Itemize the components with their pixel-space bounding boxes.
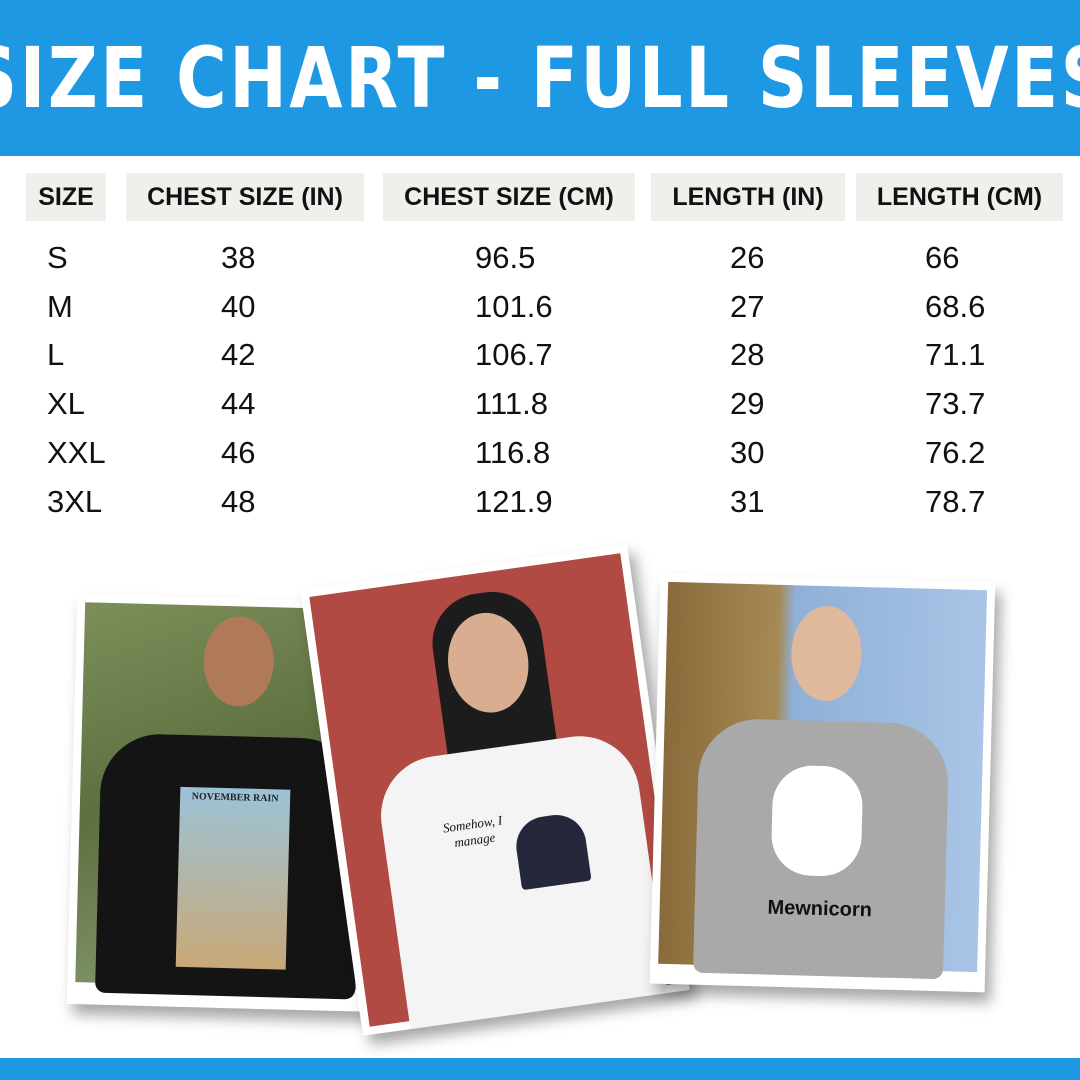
- cell-size: S: [47, 240, 68, 275]
- cell-size: XL: [47, 386, 85, 421]
- cell-chest-in: 38: [221, 240, 256, 275]
- cell-chest-in: 44: [221, 386, 256, 421]
- cell-chest-cm: 116.8: [475, 435, 551, 470]
- cell-size: 3XL: [47, 484, 103, 519]
- cell-length-in: 26: [730, 240, 765, 275]
- cell-chest-in: 40: [221, 289, 256, 324]
- cell-chest-cm: 101.6: [475, 289, 553, 324]
- cell-length-in: 27: [730, 289, 765, 324]
- header-chest-in: CHEST SIZE (IN): [126, 173, 364, 221]
- cell-chest-in: 42: [221, 337, 256, 372]
- cell-length-cm: 66: [925, 240, 960, 275]
- cell-length-in: 30: [730, 435, 765, 470]
- header-size: SIZE: [26, 173, 106, 221]
- photo-mewnicorn: Mewnicorn: [649, 573, 996, 993]
- cell-length-cm: 73.7: [925, 386, 986, 421]
- cell-length-cm: 68.6: [925, 289, 986, 324]
- header-length-in: LENGTH (IN): [651, 173, 845, 221]
- cell-length-cm: 76.2: [925, 435, 986, 470]
- cell-chest-cm: 96.5: [475, 240, 536, 275]
- footer-bar: [0, 1058, 1080, 1080]
- cell-chest-cm: 111.8: [475, 386, 548, 421]
- cell-length-in: 31: [730, 484, 765, 519]
- cell-size: XXL: [47, 435, 106, 470]
- cell-chest-cm: 106.7: [475, 337, 553, 372]
- cell-length-cm: 78.7: [925, 484, 986, 519]
- cell-length-cm: 71.1: [925, 337, 986, 372]
- cell-chest-in: 48: [221, 484, 256, 519]
- cell-length-in: 28: [730, 337, 765, 372]
- cell-length-in: 29: [730, 386, 765, 421]
- page-title: SIZE CHART - FULL SLEEVES: [0, 29, 1080, 127]
- cell-chest-in: 46: [221, 435, 256, 470]
- cell-size: M: [47, 289, 73, 324]
- header-length-cm: LENGTH (CM): [856, 173, 1063, 221]
- cell-chest-cm: 121.9: [475, 484, 553, 519]
- header-chest-cm: CHEST SIZE (CM): [383, 173, 635, 221]
- photo-somehow-i-manage: Somehow, I manage: [300, 544, 690, 1036]
- cell-size: L: [47, 337, 65, 372]
- title-banner: SIZE CHART - FULL SLEEVES: [0, 0, 1080, 156]
